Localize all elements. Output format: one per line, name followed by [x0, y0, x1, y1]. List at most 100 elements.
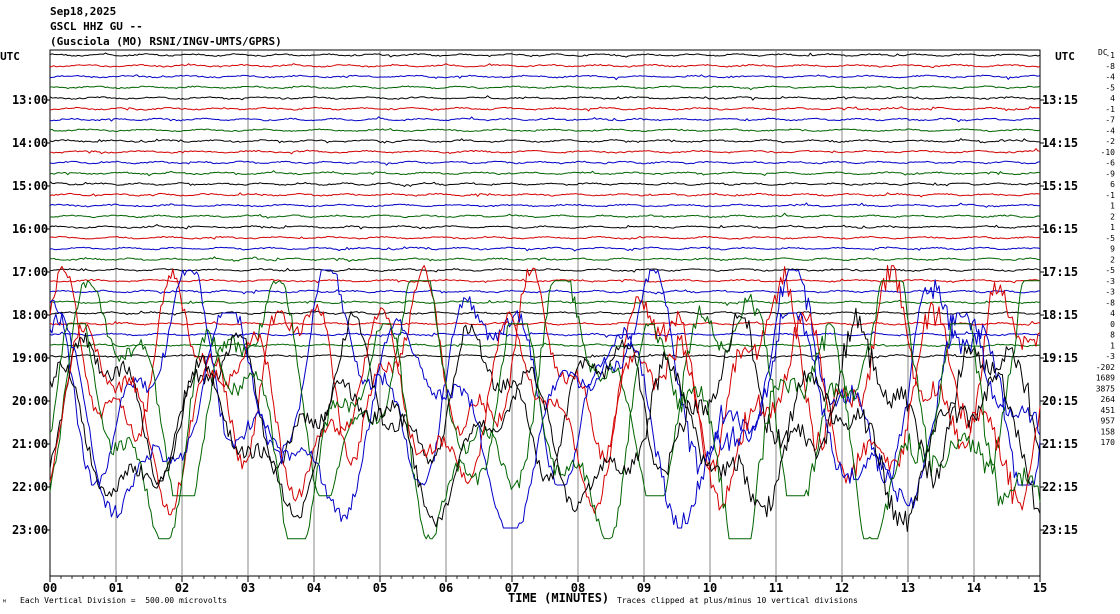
dc-offset-label: 8 — [1110, 331, 1115, 340]
trace-line — [49, 95, 1041, 101]
left-axis-label: UTC — [0, 50, 20, 63]
dc-offset-label: -3 — [1105, 288, 1115, 297]
right-hour-label: 22:15 — [1042, 480, 1078, 494]
trace-line — [49, 280, 1040, 497]
x-axis-title: TIME (MINUTES) — [508, 591, 610, 605]
dc-offset-label: 6 — [1110, 180, 1115, 189]
corner-mark: ᴹ — [2, 598, 7, 607]
right-hour-label: 19:15 — [1042, 351, 1078, 365]
trace-line — [49, 224, 1041, 230]
dc-offset-label: 1 — [1110, 341, 1115, 350]
x-tick-label: 14 — [967, 581, 981, 595]
right-hour-label: 23:15 — [1042, 523, 1078, 537]
dc-offset-label: -6 — [1105, 159, 1115, 168]
dc-offset-label: 4 — [1110, 94, 1115, 103]
left-hour-label: 14:00 — [12, 136, 48, 150]
right-hour-label: 14:15 — [1042, 136, 1078, 150]
header-station: GSCL HHZ GU -- — [50, 20, 143, 33]
left-hour-label: 23:00 — [12, 523, 48, 537]
header-description: (Gusciola (MO) RSNI/INGV-UMTS/GPRS) — [50, 35, 282, 48]
trace-line — [49, 278, 1041, 284]
dc-offset-label: -8 — [1105, 62, 1115, 71]
dc-offset-label: -5 — [1105, 234, 1115, 243]
x-tick-label: 01 — [109, 581, 123, 595]
dc-offset-label: -7 — [1105, 116, 1115, 125]
trace-line — [49, 267, 1041, 273]
left-hour-label: 17:00 — [12, 265, 48, 279]
left-hour-label: 22:00 — [12, 480, 48, 494]
dc-offset-label: -202 — [1096, 363, 1115, 372]
trace-line — [49, 85, 1041, 91]
trace-line — [49, 138, 1041, 144]
dc-offset-label: 0 — [1110, 320, 1115, 329]
trace-line — [49, 128, 1041, 133]
dc-label: DC — [1098, 48, 1108, 57]
right-hour-label: 16:15 — [1042, 222, 1078, 236]
scale-note: Each Vertical Division = 500.00 microvol… — [20, 596, 228, 605]
trace-line — [49, 353, 1041, 359]
dc-offset-label: -1 — [1105, 105, 1115, 114]
dc-offset-label: -3 — [1105, 352, 1115, 361]
trace-line — [49, 116, 1041, 123]
trace-line — [49, 212, 1041, 219]
trace-line — [49, 310, 1041, 316]
dc-offset-label: 1 — [1110, 223, 1115, 232]
x-tick-label: 02 — [175, 581, 189, 595]
right-axis-label: UTC — [1055, 50, 1075, 63]
dc-offset-label: -1 — [1105, 191, 1115, 200]
right-hour-label: 13:15 — [1042, 93, 1078, 107]
dc-offset-label: 158 — [1101, 427, 1116, 436]
trace-line — [49, 342, 1041, 348]
dc-offset-label: -9 — [1105, 169, 1115, 178]
dc-offset-label: 2 — [1110, 212, 1115, 221]
trace-line — [50, 256, 1041, 262]
trace-line — [49, 160, 1041, 166]
dc-offset-label: 1 — [1110, 202, 1115, 211]
dc-offset-label: -8 — [1105, 298, 1115, 307]
x-tick-label: 04 — [307, 581, 321, 595]
dc-offset-label: 451 — [1101, 406, 1116, 415]
x-tick-label: 13 — [901, 581, 915, 595]
trace-line — [49, 74, 1041, 81]
left-hour-label: 19:00 — [12, 351, 48, 365]
dc-offset-label: 1689 — [1096, 374, 1115, 383]
dc-offset-label: -3 — [1105, 277, 1115, 286]
trace-line — [49, 331, 1041, 338]
trace-line — [49, 289, 1041, 295]
right-hour-label: 21:15 — [1042, 437, 1078, 451]
x-tick-label: 05 — [373, 581, 387, 595]
right-hour-label: 15:15 — [1042, 179, 1078, 193]
left-hour-label: 18:00 — [12, 308, 48, 322]
dc-offset-label: 264 — [1101, 395, 1116, 404]
trace-line — [49, 351, 1041, 532]
left-hour-label: 13:00 — [12, 93, 48, 107]
left-hour-label: 20:00 — [12, 394, 48, 408]
dc-offset-label: 170 — [1101, 438, 1116, 447]
trace-line — [49, 202, 1040, 208]
x-tick-label: 15 — [1033, 581, 1047, 595]
x-tick-label: 07 — [505, 581, 519, 595]
dc-offset-label: 2 — [1110, 255, 1115, 264]
dc-offset-label: 957 — [1101, 417, 1116, 426]
dc-offset-label: -4 — [1105, 126, 1115, 135]
dc-offset-label: -10 — [1101, 148, 1116, 157]
trace-line — [49, 246, 1041, 252]
trace-line — [49, 299, 1041, 306]
left-hour-label: 21:00 — [12, 437, 48, 451]
right-hour-label: 20:15 — [1042, 394, 1078, 408]
x-tick-label: 12 — [835, 581, 849, 595]
trace-line — [49, 63, 1041, 69]
dc-offset-label: 9 — [1110, 245, 1115, 254]
x-tick-label: 00 — [43, 581, 57, 595]
trace-line — [49, 170, 1041, 177]
dc-offset-label: -1 — [1105, 51, 1115, 60]
right-hour-label: 18:15 — [1042, 308, 1078, 322]
right-hour-label: 17:15 — [1042, 265, 1078, 279]
left-hour-label: 15:00 — [12, 179, 48, 193]
dc-offset-label: -4 — [1105, 73, 1115, 82]
x-tick-label: 08 — [571, 581, 585, 595]
trace-line — [49, 312, 1041, 529]
trace-line — [49, 323, 1041, 540]
clip-note: Traces clipped at plus/minus 10 vertical… — [617, 596, 858, 605]
